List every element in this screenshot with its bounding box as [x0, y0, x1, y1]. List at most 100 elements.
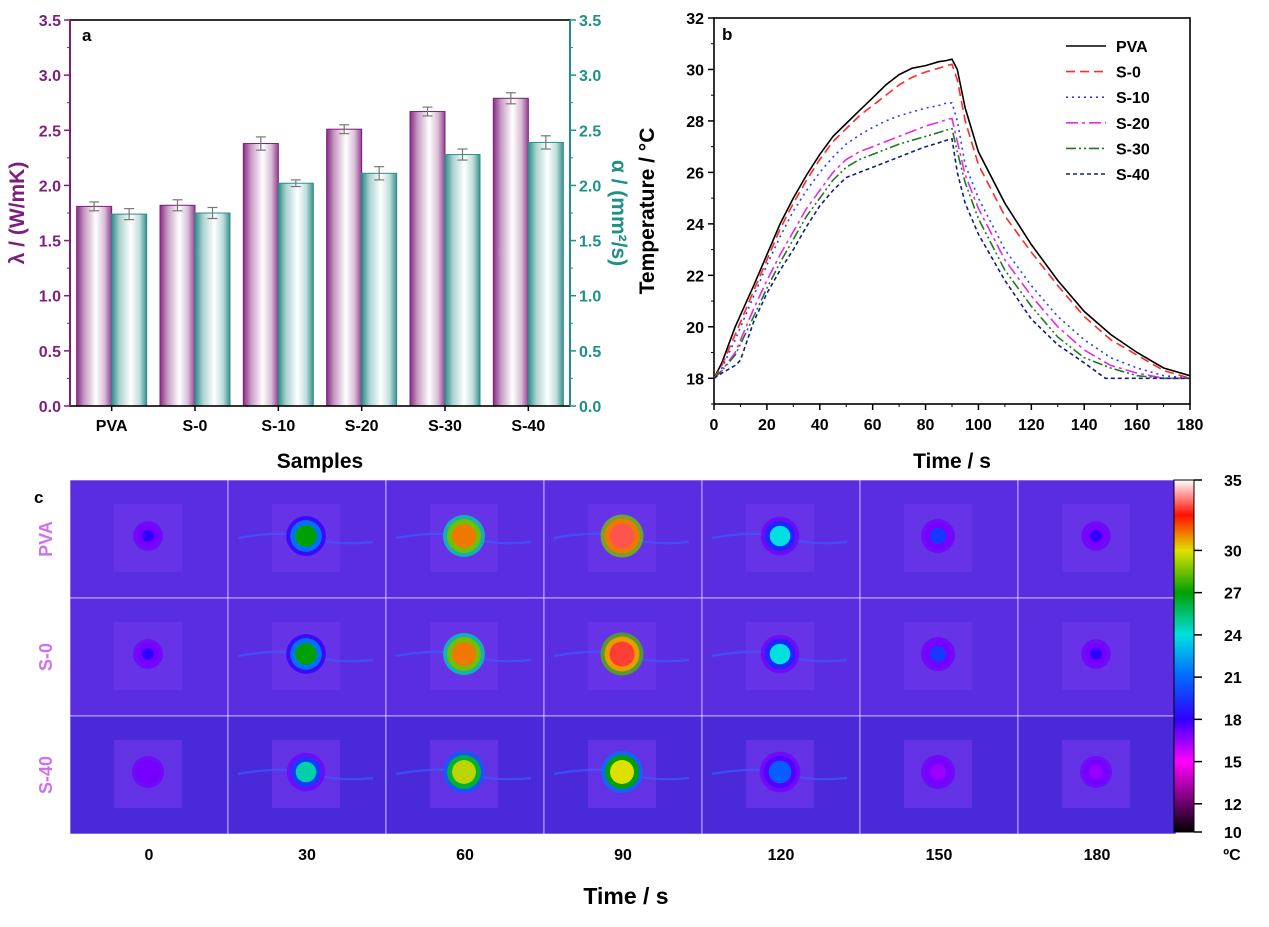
- panel-c-xlabel: Time / s: [583, 883, 668, 909]
- left-tick-label-3.0: 3.0: [39, 68, 61, 85]
- colorbar-tick-label-15: 15: [1224, 755, 1242, 772]
- legend-label-PVA: PVA: [1116, 39, 1148, 56]
- panel-a-ylabel-left: λ / (W/mK): [6, 162, 29, 265]
- left-tick-label-1.5: 1.5: [39, 234, 61, 251]
- bar-S-10-series-1: [242, 143, 279, 407]
- y-tick-label-20: 20: [686, 320, 704, 337]
- panel-b-label: b: [722, 25, 732, 44]
- hot-spot-core-PVA-0: [142, 530, 154, 542]
- column-label-90: 90: [614, 847, 632, 864]
- hot-spot-core-S-40-150: [929, 763, 947, 781]
- column-label-150: 150: [926, 847, 953, 864]
- panel-c-labels: PVA S-0 S-40 0 30 60 90 120 150 180: [36, 521, 1110, 864]
- bar-S-20-series-1: [326, 128, 363, 407]
- left-tick-label-0.0: 0.0: [39, 399, 61, 416]
- legend-label-S-0: S-0: [1116, 65, 1141, 82]
- thermal-cell-PVA-60: [385, 479, 545, 599]
- panel-a: PVA S-0 S-10 S-20 S-30 S-40 0.0 0.0 0.5 0.5 1.0 1.0…: [6, 13, 630, 473]
- colorbar-tick-label-27: 27: [1224, 586, 1242, 603]
- colorbar-tick-label-24: 24: [1224, 628, 1242, 645]
- panel-c-thermal-grid: [69, 479, 1177, 835]
- colorbar-tick-label-18: 18: [1224, 712, 1242, 729]
- x-tick-label-180: 180: [1177, 417, 1204, 434]
- right-tick-label-2.0: 2.0: [579, 178, 601, 195]
- colorbar-tick-label-35: 35: [1224, 473, 1242, 490]
- hot-spot-core-S-0-150: [929, 645, 947, 663]
- line-S-40: [713, 137, 1190, 380]
- panel-b-ticks: 0 20 40 60 80 100 120 140 160 180 18 20 22 24 26 28 30 32: [686, 11, 1203, 434]
- x-tick-label-0: 0: [710, 417, 719, 434]
- x-tick-label-40: 40: [811, 417, 829, 434]
- hot-spot-core-PVA-120: [769, 525, 791, 547]
- right-tick-label-2.5: 2.5: [579, 123, 601, 140]
- panel-a-label: a: [82, 26, 92, 45]
- legend-label-S-20: S-20: [1116, 116, 1150, 133]
- right-tick-label-3.0: 3.0: [579, 68, 601, 85]
- bar-PVA-series-1: [76, 205, 113, 407]
- hot-spot-core-S-0-90: [609, 641, 635, 667]
- y-tick-label-26: 26: [686, 165, 704, 182]
- column-label-180: 180: [1084, 847, 1111, 864]
- x-tick-label-80: 80: [917, 417, 935, 434]
- hot-spot-core-S-0-120: [769, 643, 791, 665]
- panel-c-label: c: [34, 488, 43, 507]
- right-tick-label-1.0: 1.0: [579, 289, 601, 306]
- line-PVA: [713, 58, 1191, 379]
- panel-b-lines: [713, 58, 1191, 380]
- bar-S-40-series-1: [492, 97, 529, 407]
- row-label-S-0: S-0: [36, 643, 56, 671]
- hot-spot-core-S-40-180: [1089, 765, 1103, 779]
- panel-a-bars: [76, 92, 564, 407]
- hot-spot-core-S-40-30: [295, 761, 317, 783]
- hot-spot-core-S-0-60: [452, 642, 476, 666]
- hot-spot-core-S-0-0: [142, 648, 154, 660]
- x-tick-label-140: 140: [1071, 417, 1098, 434]
- hot-spot-core-PVA-60: [452, 524, 476, 548]
- bar-S-40-series-2: [527, 141, 564, 407]
- right-tick-label-0.0: 0.0: [579, 399, 601, 416]
- hot-spot-core-PVA-180: [1090, 530, 1102, 542]
- bar-S-30-series-1: [409, 111, 446, 407]
- y-tick-label-28: 28: [686, 114, 704, 131]
- y-tick-label-30: 30: [686, 62, 704, 79]
- hot-spot-core-S-0-180: [1090, 648, 1102, 660]
- colorbar-tick-label-10: 10: [1224, 825, 1242, 842]
- colorbar-tick-label-30: 30: [1224, 543, 1242, 560]
- colorbar-unit: ºC: [1223, 847, 1241, 864]
- panel-b-xlabel: Time / s: [913, 450, 991, 473]
- hot-spot-core-S-40-60: [452, 760, 476, 784]
- x-tick-label-S-20: S-20: [345, 418, 379, 435]
- x-tick-label-160: 160: [1124, 417, 1151, 434]
- line-S-30: [713, 127, 1190, 380]
- bar-S-0-series-2: [194, 212, 231, 407]
- right-tick-label-3.5: 3.5: [579, 13, 601, 30]
- panel-a-xlabel: Samples: [277, 450, 363, 473]
- x-tick-label-S-10: S-10: [261, 418, 295, 435]
- line-S-0: [713, 63, 1191, 380]
- panel-b-legend: PVA S-0 S-10 S-20 S-30 S-40: [1066, 39, 1150, 184]
- x-tick-label-60: 60: [864, 417, 882, 434]
- x-tick-label-PVA: PVA: [96, 418, 128, 435]
- x-tick-label-S-30: S-30: [428, 418, 462, 435]
- panel-c-colorbar: 10 12 15 18 21 24 27 30 35 ºC: [1173, 473, 1242, 864]
- legend-label-S-10: S-10: [1116, 90, 1150, 107]
- line-S-20: [713, 117, 1190, 380]
- column-label-0: 0: [145, 847, 154, 864]
- bar-PVA-series-2: [111, 213, 148, 407]
- x-tick-label-S-0: S-0: [183, 418, 208, 435]
- bar-S-10-series-2: [277, 182, 314, 407]
- hot-spot-core-S-40-120: [768, 760, 792, 784]
- right-tick-label-0.5: 0.5: [579, 344, 601, 361]
- legend-label-S-30: S-30: [1116, 141, 1150, 158]
- column-label-120: 120: [768, 847, 795, 864]
- bar-S-0-series-1: [159, 204, 196, 407]
- left-tick-label-1.0: 1.0: [39, 289, 61, 306]
- thermal-cell-S-40-60: [385, 715, 545, 835]
- panel-a-ylabel-right: α / (mm²/s): [607, 160, 630, 266]
- hot-spot-core-PVA-150: [929, 527, 947, 545]
- x-tick-label-100: 100: [965, 417, 992, 434]
- x-tick-label-120: 120: [1018, 417, 1045, 434]
- bar-S-20-series-2: [361, 172, 398, 407]
- left-tick-label-2.0: 2.0: [39, 178, 61, 195]
